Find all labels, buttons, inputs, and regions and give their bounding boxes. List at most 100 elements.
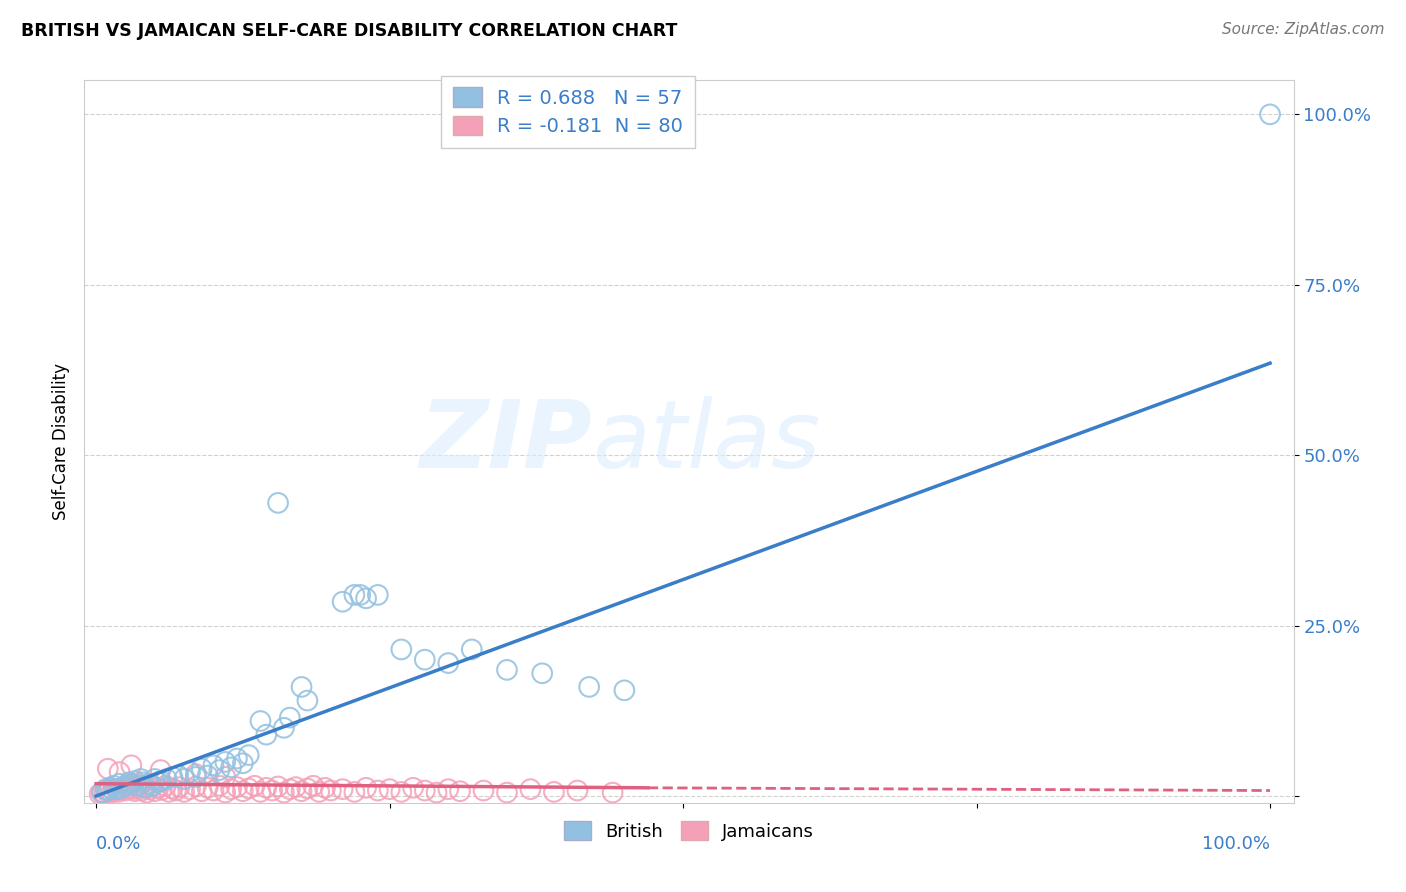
Point	[124, 784, 146, 798]
Point	[238, 748, 260, 763]
Point	[91, 786, 114, 800]
Point	[98, 783, 121, 797]
Point	[232, 784, 254, 798]
Point	[184, 780, 207, 794]
Point	[112, 780, 135, 795]
Point	[162, 770, 184, 784]
Point	[149, 774, 172, 789]
Point	[543, 785, 565, 799]
Point	[103, 784, 125, 798]
Point	[319, 783, 342, 797]
Point	[613, 683, 636, 698]
Point	[149, 763, 172, 777]
Point	[98, 780, 121, 795]
Point	[202, 783, 225, 797]
Point	[157, 785, 180, 799]
Point	[578, 680, 600, 694]
Point	[197, 768, 219, 782]
Point	[173, 772, 195, 786]
Point	[118, 775, 141, 789]
Point	[273, 721, 295, 735]
Point	[367, 588, 389, 602]
Point	[278, 710, 301, 724]
Point	[179, 765, 201, 780]
Point	[131, 783, 153, 797]
Point	[297, 781, 319, 796]
Point	[219, 760, 242, 774]
Point	[148, 775, 170, 789]
Point	[108, 765, 131, 780]
Point	[219, 782, 242, 797]
Point	[97, 783, 120, 797]
Point	[531, 666, 554, 681]
Point	[96, 785, 118, 799]
Point	[249, 785, 271, 799]
Point	[155, 772, 177, 786]
Point	[267, 496, 290, 510]
Point	[226, 751, 249, 765]
Point	[354, 780, 377, 795]
Y-axis label: Self-Care Disability: Self-Care Disability	[52, 363, 70, 520]
Point	[108, 777, 131, 791]
Point	[105, 782, 128, 797]
Point	[114, 783, 136, 797]
Point	[496, 786, 519, 800]
Point	[103, 779, 125, 793]
Point	[449, 784, 471, 798]
Point	[461, 642, 484, 657]
Point	[91, 786, 114, 800]
Point	[496, 663, 519, 677]
Point	[197, 780, 219, 795]
Point	[97, 762, 120, 776]
Point	[124, 774, 146, 789]
Point	[208, 763, 231, 777]
Point	[138, 777, 160, 791]
Point	[354, 591, 377, 606]
Point	[179, 782, 201, 797]
Point	[297, 693, 319, 707]
Point	[437, 656, 460, 670]
Point	[284, 780, 307, 794]
Point	[343, 588, 366, 602]
Point	[262, 783, 284, 797]
Point	[114, 779, 136, 793]
Point	[402, 780, 425, 795]
Point	[167, 768, 190, 782]
Point	[425, 786, 447, 800]
Point	[141, 780, 163, 794]
Point	[120, 779, 142, 793]
Point	[135, 786, 157, 800]
Point	[308, 785, 330, 799]
Point	[143, 772, 166, 786]
Point	[190, 784, 212, 798]
Point	[214, 770, 236, 784]
Point	[127, 779, 149, 793]
Point	[184, 770, 207, 784]
Point	[110, 782, 132, 797]
Point	[290, 784, 312, 798]
Point	[165, 783, 187, 797]
Point	[378, 782, 401, 797]
Point	[302, 779, 325, 793]
Point	[332, 782, 354, 797]
Point	[121, 782, 143, 797]
Point	[602, 786, 624, 800]
Point	[567, 783, 589, 797]
Point	[243, 779, 266, 793]
Point	[150, 782, 173, 797]
Point	[128, 778, 150, 792]
Point	[89, 787, 111, 801]
Text: BRITISH VS JAMAICAN SELF-CARE DISABILITY CORRELATION CHART: BRITISH VS JAMAICAN SELF-CARE DISABILITY…	[21, 22, 678, 40]
Point	[519, 782, 541, 797]
Point	[117, 781, 139, 796]
Point	[367, 783, 389, 797]
Point	[290, 680, 312, 694]
Point	[472, 783, 495, 797]
Point	[93, 786, 115, 800]
Point	[134, 780, 156, 795]
Point	[214, 755, 236, 769]
Text: Source: ZipAtlas.com: Source: ZipAtlas.com	[1222, 22, 1385, 37]
Point	[332, 595, 354, 609]
Point	[184, 767, 207, 781]
Point	[1258, 107, 1281, 121]
